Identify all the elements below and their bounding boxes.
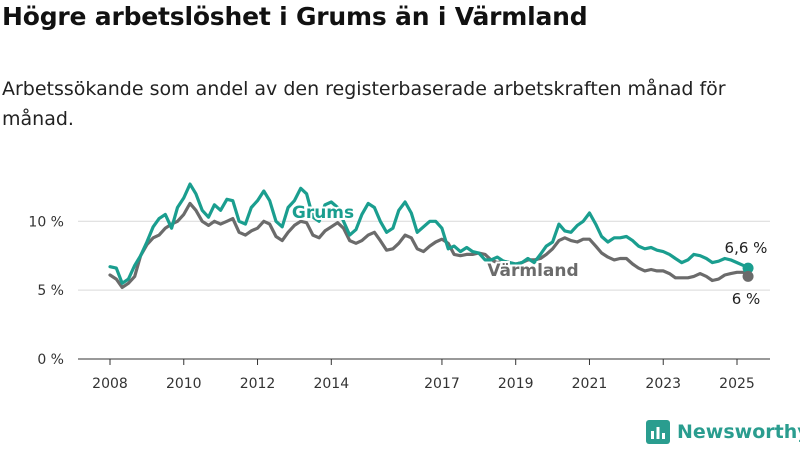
x-axis: 2008 2010 2012 2014 2017 2019 2021 2023 2025 [78, 358, 770, 392]
brand-logo: Newsworthy [645, 419, 800, 445]
gridlines [78, 220, 770, 360]
series-line-grums [108, 182, 750, 285]
y-axis-ticks: 0 % 5 % 10 % [28, 214, 64, 368]
brand-name: Newsworthy [677, 421, 800, 443]
x-tick-label: 2008 [92, 376, 128, 392]
y-tick-label: 0 % [37, 352, 64, 368]
x-tick-label: 2017 [424, 376, 460, 392]
line-chart: 0 %5 %10 % 2008 2010 2012 2014 2017 2019 2021 2… [28, 182, 770, 392]
series-lines [108, 182, 750, 289]
chart-title: Högre arbetslöshet i Grums än i Värmland [2, 2, 588, 31]
x-tick-label: 2021 [572, 376, 608, 392]
series-label-grums: Grums [292, 203, 354, 223]
newsworthy-logo-icon [646, 420, 670, 444]
series-labels: Grums Värmland 6,6 % 6 % [290, 201, 768, 308]
x-tick-label: 2025 [719, 376, 755, 392]
end-marker-grums [742, 262, 754, 274]
y-tick-label: 5 % [37, 283, 64, 299]
end-value-label-varmland: 6 % [732, 290, 761, 308]
x-tick-label: 2012 [240, 376, 276, 392]
series-label-varmland: Värmland [487, 261, 578, 281]
x-tick-label: 2010 [166, 376, 202, 392]
x-tick-label: 2014 [313, 376, 349, 392]
chart-subtitle: Arbetssökande som andel av den registerb… [2, 78, 726, 130]
x-tick-label: 2019 [498, 376, 534, 392]
end-value-label-grums: 6,6 % [725, 239, 768, 257]
x-tick-label: 2023 [645, 376, 681, 392]
end-marker-varmland [742, 270, 754, 282]
series-line-varmland [108, 201, 750, 289]
y-tick-label: 10 % [28, 214, 64, 230]
